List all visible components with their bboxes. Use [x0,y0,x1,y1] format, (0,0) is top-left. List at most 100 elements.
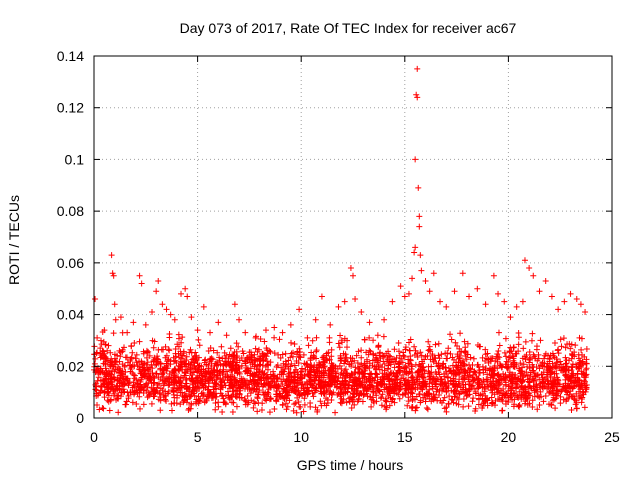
data-point-band [461,370,468,377]
data-point-band [409,381,416,388]
data-point-band [175,366,182,373]
data-point [389,298,396,305]
data-point-band [155,374,162,381]
data-point-band [180,348,187,355]
data-point-band [273,397,280,404]
data-point-band [294,394,301,401]
data-point [223,332,230,339]
data-point-band [527,356,534,363]
data-point-band [166,378,173,385]
data-point [327,321,334,328]
data-point [418,267,425,274]
data-point-band [342,366,349,373]
data-point-band [547,352,554,359]
data-point-band [216,354,223,361]
data-point-band [274,362,281,369]
data-point-band [94,401,101,408]
data-point [573,296,580,303]
data-point [155,277,162,284]
data-point-band [507,394,514,401]
data-point-band [185,361,192,368]
data-point-band [267,348,274,355]
data-point-band [341,335,348,342]
y-tick-label: 0.08 [57,203,84,219]
data-point-band [221,349,228,356]
data-point-band [562,376,569,383]
data-point-band [207,375,214,382]
data-point-band [287,354,294,361]
data-point-band [115,363,122,370]
data-point-band [444,350,451,357]
data-point-band [513,385,520,392]
data-point [530,272,537,279]
data-point [366,319,373,326]
data-point-band [140,401,147,408]
data-point-band [296,345,303,352]
data-point [426,288,433,295]
data-point-band [264,347,271,354]
data-point-band [581,380,588,387]
data-point-band [259,400,266,407]
data-point-band [215,403,222,410]
data-point-band [369,394,376,401]
data-point-band [497,362,504,369]
data-point-band [487,355,494,362]
data-point-band [265,386,272,393]
data-point-band [106,380,113,387]
data-point-band [445,380,452,387]
data-point-band [399,392,406,399]
data-point-band [460,395,467,402]
data-point-band [306,387,313,394]
data-point-band [263,358,270,365]
data-point [405,290,412,297]
data-point [262,327,269,334]
data-point-band [369,357,376,364]
data-point-band [581,404,588,411]
data-point-band [539,384,546,391]
data-point-band [175,343,182,350]
data-point-band [525,383,532,390]
y-tick-labels: 0 0.02 0.04 0.06 0.08 0.1 0.12 0.14 [57,48,84,426]
data-point [112,316,119,323]
data-point-band [97,365,104,372]
data-point-band [347,355,354,362]
data-point [138,280,145,287]
data-point-band [356,391,363,398]
data-point [296,306,303,313]
data-point-band [449,397,456,404]
data-point-band [151,354,158,361]
y-tick-label: 0.1 [65,151,85,167]
data-point-band [188,401,195,408]
data-point-band [233,340,240,347]
data-point-band [185,406,192,413]
data-point-band [284,403,291,410]
data-point-band [497,373,504,380]
data-point-band [495,329,502,336]
data-point-band [263,397,270,404]
data-point-band [369,362,376,369]
data-point [279,329,286,336]
data-point-band [308,349,315,356]
data-point-band [480,376,487,383]
data-point-band [402,369,409,376]
data-point-band [203,396,210,403]
data-point-band [506,369,513,376]
data-point-band [182,372,189,379]
data-point-band [328,397,335,404]
data-point-band [417,349,424,356]
data-point-band [252,345,259,352]
data-point-band [408,374,415,381]
data-point-band [288,373,295,380]
data-point-band [440,364,447,371]
data-point-band [165,346,172,353]
data-point-band [488,387,495,394]
data-point-band [529,397,536,404]
data-point-band [443,404,450,411]
data-point-band [470,355,477,362]
data-point-band [583,371,590,378]
data-point-band [356,375,363,382]
data-point-band [578,362,585,369]
data-point-band [156,391,163,398]
data-point-band [574,375,581,382]
data-point-band [323,395,330,402]
